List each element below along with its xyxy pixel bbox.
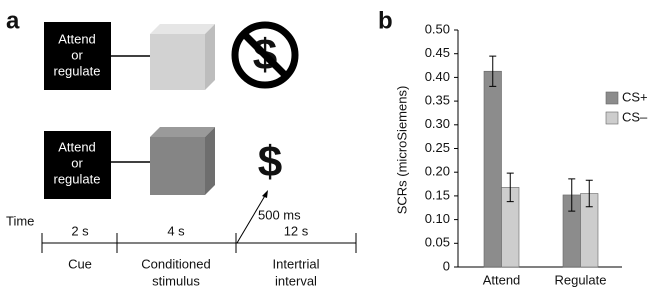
y-tick-label: 0.25 [425,140,450,155]
phase-duration: 2 s [71,223,89,238]
legend-label: CS+ [622,89,648,104]
cue-text: or [71,155,83,170]
figure: a Attend or regulate $ Attend or regulat… [0,0,663,290]
panel-label: a [6,7,20,34]
x-tick-label: Regulate [554,272,606,287]
legend-label: CS– [622,109,648,124]
y-tick-label: 0.20 [425,164,450,179]
y-tick-label: 0.40 [425,69,450,84]
outcome-symbol: $ [258,138,282,187]
y-tick-label: 0.15 [425,187,450,202]
cue-text: regulate [54,63,101,78]
cue-text: or [71,47,83,62]
time-label: Time [6,213,34,228]
cue-text: regulate [54,171,101,186]
phase-name: Intertrial [273,256,320,271]
phase-name: Conditioned [141,256,210,271]
panel-a: a Attend or regulate $ Attend or regulat… [6,7,356,288]
no-reward-icon: $ [235,25,295,85]
cue-text: Attend [58,31,96,46]
delay-label: 500 ms [258,207,301,222]
panel-label: b [378,7,393,34]
legend-swatch [606,92,618,104]
phase-name: interval [275,273,317,288]
phase-name: Cue [68,256,92,271]
y-tick-label: 0.45 [425,45,450,60]
legend-swatch [606,112,618,124]
y-tick-label: 0.30 [425,116,450,131]
y-tick-label: 0.10 [425,211,450,226]
x-tick-label: Attend [483,272,521,287]
timeline [42,233,356,253]
cue-text: Attend [58,139,96,154]
stimulus-cube [150,127,215,195]
stimulus-cube [150,24,215,90]
y-tick-label: 0.50 [425,21,450,36]
y-tick-label: 0.05 [425,235,450,250]
arrowhead [262,190,268,198]
phase-duration: 12 s [284,223,309,238]
panel-b: b SCRs (microSiemens) 0 0.05 0.10 0.15 0.20 0… [378,7,648,287]
y-tick-label: 0.35 [425,93,450,108]
y-axis-label: SCRs (microSiemens) [394,86,409,215]
y-tick-label: 0 [443,258,450,273]
bar [484,71,502,267]
phase-name: stimulus [152,273,200,288]
phase-duration: 4 s [167,223,185,238]
